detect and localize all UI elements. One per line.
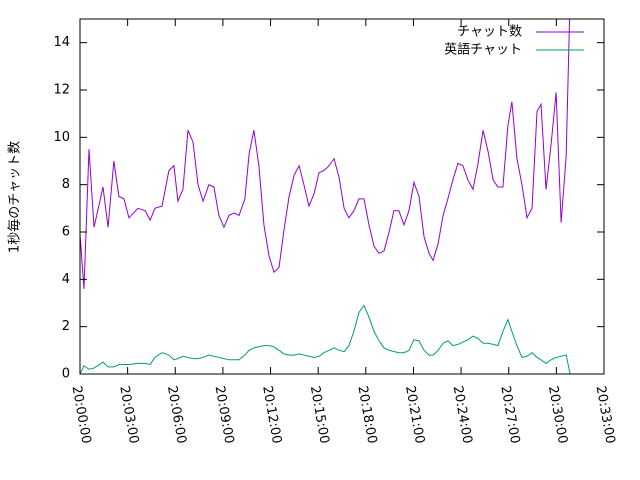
y-tick-label: 8 <box>62 177 70 192</box>
legend-label: チャット数 <box>457 25 522 40</box>
y-tick-label: 10 <box>53 130 70 145</box>
x-tick-label: 20:00:00 <box>69 385 94 445</box>
x-tick-label: 20:33:00 <box>593 385 618 445</box>
legend-label: 英語チャット <box>444 42 522 58</box>
x-tick-label: 20:21:00 <box>402 385 427 445</box>
plot-area <box>80 19 571 374</box>
x-tick-label: 20:18:00 <box>354 385 379 445</box>
x-tick-label: 20:24:00 <box>450 385 475 445</box>
x-tick-label: 20:30:00 <box>545 385 570 445</box>
series-line <box>80 304 571 374</box>
y-axis-label: 1秒毎のチャット数 <box>7 141 23 253</box>
x-tick-label: 20:27:00 <box>497 385 522 445</box>
y-tick-label: 4 <box>62 272 70 287</box>
x-tick-label: 20:15:00 <box>307 385 332 445</box>
x-tick-label: 20:12:00 <box>259 385 284 445</box>
series-line <box>80 19 571 289</box>
x-tick-label: 20:09:00 <box>212 385 237 445</box>
x-tick-label: 20:06:00 <box>164 385 189 445</box>
x-tick-label: 20:03:00 <box>116 385 141 445</box>
y-tick-label: 6 <box>62 225 70 240</box>
y-tick-label: 12 <box>53 83 70 98</box>
y-tick-label: 14 <box>53 35 70 50</box>
plot-border <box>79 18 605 375</box>
y-tick-label: 0 <box>62 367 70 382</box>
y-tick-label: 2 <box>62 319 70 334</box>
